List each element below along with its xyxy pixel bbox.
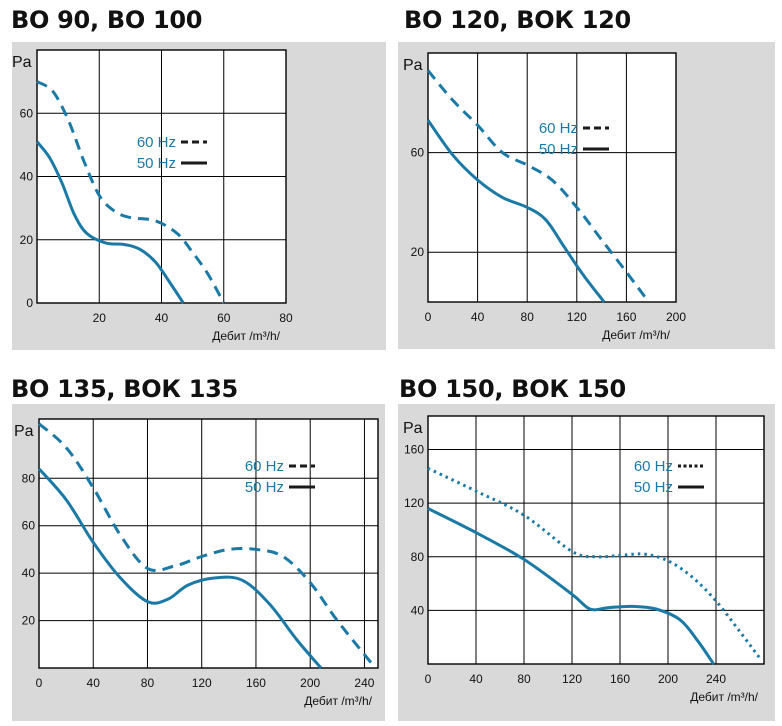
y-axis-label: Pa: [14, 423, 34, 440]
series-line-50-hz: [37, 467, 323, 669]
y-tick-label: 40: [411, 603, 425, 617]
series-line-60-hz: [36, 80, 226, 304]
chart-panel-bo-90: ВО 90, ВО 100 20 40 60 80 0 20 40 60 Pa Дебит /m³…: [0, 0, 390, 355]
x-tick-label: 160: [246, 676, 266, 690]
x-tick-label: 0: [425, 672, 432, 686]
x-tick-label: 200: [666, 310, 686, 324]
x-tick-label: 40: [471, 310, 485, 324]
y-tick-label: 160: [404, 443, 424, 457]
x-tick-label: 160: [616, 310, 636, 324]
chart-panel-bo-120: ВО 120, ВОК 120 0 40 80 120 160 200 20 60 Pa Деби…: [390, 0, 782, 355]
series-line-60-hz: [427, 466, 761, 659]
x-tick-label: 120: [192, 676, 212, 690]
plot-frame: [36, 49, 287, 304]
x-tick-label: 200: [300, 676, 320, 690]
series-line-50-hz: [426, 119, 606, 303]
chart-title: ВО 135, ВОК 135: [11, 375, 238, 403]
y-tick-label: 120: [404, 496, 424, 510]
y-axis-label: Pa: [403, 420, 423, 437]
x-tick-label: 80: [279, 311, 293, 325]
chart-title: ВО 120, ВОК 120: [404, 6, 631, 34]
y-tick-label: 60: [411, 146, 425, 160]
legend-label: 50 Hz: [245, 479, 284, 496]
plot-area: [428, 416, 764, 664]
series-line-60-hz: [426, 69, 650, 303]
legend-label: 60 Hz: [539, 120, 578, 137]
plot-frame: [427, 415, 765, 665]
x-tick-label: 40: [469, 672, 483, 686]
chart-svg: 0 40 80 120 160 200 240 20 40 60 80 Pa Дебит /m³/h/6…: [12, 404, 385, 721]
x-axis-label: Дебит /m³/h/: [304, 694, 372, 708]
legend-label: 60 Hz: [245, 458, 284, 475]
y-tick-label: 80: [411, 550, 425, 564]
x-tick-label: 0: [36, 676, 43, 690]
x-tick-label: 80: [517, 672, 531, 686]
plot-area: [39, 419, 378, 668]
series-line-60-hz: [38, 422, 377, 669]
chart-svg: 20 40 60 80 0 20 40 60 Pa Дебит /m³/h/60 Hz 50 Hz: [12, 42, 386, 350]
plot-frame: [427, 52, 677, 303]
chart-svg: 0 40 80 120 160 200 240 40 80 120 160 Pa Дебит /m³/h…: [398, 404, 775, 721]
legend-label: 50 Hz: [137, 155, 176, 172]
chart-svg: 0 40 80 120 160 200 20 60 Pa Дебит /m³/h/60 Hz 50 …: [398, 42, 775, 349]
y-axis-label: Pa: [12, 54, 32, 71]
y-tick-label: 40: [20, 170, 34, 184]
y-tick-label: 80: [22, 471, 36, 485]
x-axis-label: Дебит /m³/h/: [690, 690, 758, 704]
y-tick-label: 20: [411, 245, 425, 259]
x-tick-label: 20: [93, 311, 107, 325]
y-tick-label: 60: [20, 106, 34, 120]
legend-label: 50 Hz: [539, 141, 578, 158]
chart-panel-bo-150: ВО 150, ВОК 150 0 40 80 120 160 200 240 40 80 120…: [390, 363, 782, 726]
x-tick-label: 200: [658, 672, 678, 686]
x-axis-label: Дебит /m³/h/: [602, 328, 670, 342]
x-tick-label: 80: [141, 676, 155, 690]
legend-label: 60 Hz: [634, 458, 673, 475]
legend-label: 50 Hz: [634, 479, 673, 496]
y-tick-label: 40: [22, 566, 36, 580]
legend-label: 60 Hz: [137, 134, 176, 151]
y-tick-label: 0: [26, 296, 33, 310]
x-tick-label: 60: [217, 311, 231, 325]
x-tick-label: 240: [354, 676, 374, 690]
chart-panel-bo-135: ВО 135, ВОК 135 0 40 80 120 160 200 240 20 40 60 8…: [0, 363, 390, 726]
y-tick-label: 60: [22, 519, 36, 533]
plot-area: [428, 53, 676, 302]
x-tick-label: 120: [562, 672, 582, 686]
y-tick-label: 20: [20, 233, 34, 247]
chart-title: ВО 150, ВОК 150: [399, 375, 626, 403]
series-line-50-hz: [35, 140, 185, 304]
chart-title: ВО 90, ВО 100: [11, 6, 203, 34]
plot-frame: [38, 418, 379, 669]
series-line-50-hz: [427, 507, 715, 665]
x-tick-label: 80: [521, 310, 535, 324]
x-tick-label: 0: [425, 310, 432, 324]
x-tick-label: 120: [567, 310, 587, 324]
x-tick-label: 40: [87, 676, 101, 690]
y-tick-label: 20: [22, 614, 36, 628]
x-tick-label: 160: [610, 672, 630, 686]
x-tick-label: 240: [706, 672, 726, 686]
x-axis-label: Дебит /m³/h/: [212, 329, 280, 343]
x-tick-label: 40: [155, 311, 169, 325]
y-axis-label: Pa: [403, 57, 423, 74]
